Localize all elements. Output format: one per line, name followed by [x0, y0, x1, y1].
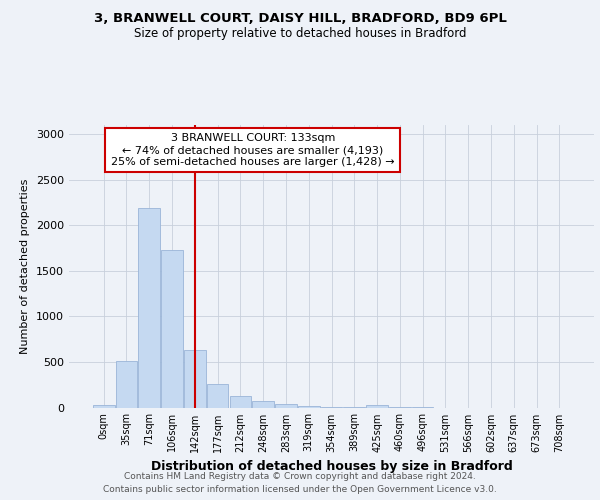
Text: Contains public sector information licensed under the Open Government Licence v3: Contains public sector information licen… — [103, 485, 497, 494]
Text: Size of property relative to detached houses in Bradford: Size of property relative to detached ho… — [134, 28, 466, 40]
Text: 3 BRANWELL COURT: 133sqm
← 74% of detached houses are smaller (4,193)
25% of sem: 3 BRANWELL COURT: 133sqm ← 74% of detach… — [111, 134, 395, 166]
Bar — [275, 404, 297, 407]
Bar — [161, 250, 183, 408]
X-axis label: Distribution of detached houses by size in Bradford: Distribution of detached houses by size … — [151, 460, 512, 473]
Text: Contains HM Land Registry data © Crown copyright and database right 2024.: Contains HM Land Registry data © Crown c… — [124, 472, 476, 481]
Bar — [207, 384, 229, 407]
Bar — [320, 407, 343, 408]
Y-axis label: Number of detached properties: Number of detached properties — [20, 178, 31, 354]
Bar — [116, 361, 137, 408]
Text: 3, BRANWELL COURT, DAISY HILL, BRADFORD, BD9 6PL: 3, BRANWELL COURT, DAISY HILL, BRADFORD,… — [94, 12, 506, 26]
Bar — [93, 405, 115, 407]
Bar — [139, 208, 160, 408]
Bar — [230, 396, 251, 407]
Bar — [298, 406, 320, 407]
Bar — [366, 405, 388, 407]
Bar — [184, 350, 206, 408]
Bar — [253, 400, 274, 407]
